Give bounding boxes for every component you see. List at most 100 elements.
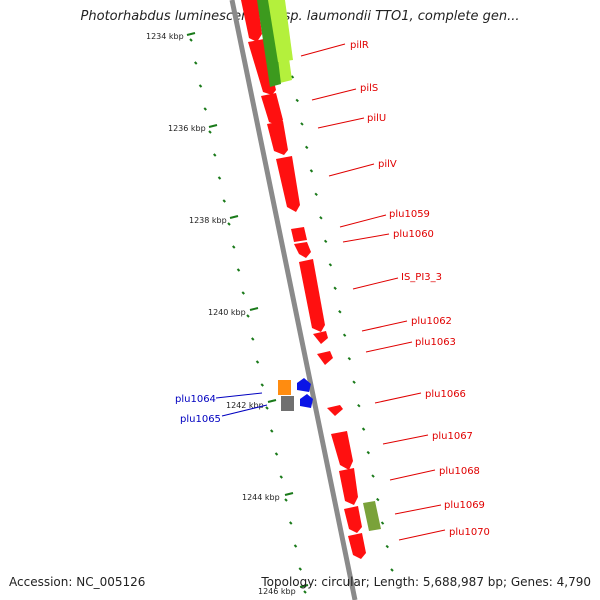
label-plu1066[interactable]: plu1066 (425, 389, 466, 400)
gene-plu1070a-arrow[interactable] (344, 506, 362, 533)
scale-dot (385, 544, 389, 549)
scale-dot (319, 216, 323, 220)
gene-plu1068-arrow[interactable] (339, 468, 358, 505)
leader-plu1067 (382, 434, 429, 445)
scale-dot (222, 199, 226, 203)
scale-label-1240: 1240 kbp (208, 308, 246, 317)
gene-green-light-b[interactable] (268, 0, 293, 62)
scale-dot (352, 380, 356, 384)
scale-dot (255, 360, 260, 364)
gene-pilS-arrow[interactable] (248, 39, 276, 95)
gene-green-dark-a[interactable] (257, 0, 281, 87)
gene-labels-right: pilR pilS pilU pilV plu1059 plu1060 IS_P… (300, 40, 490, 541)
label-plu1062[interactable]: plu1062 (411, 316, 452, 327)
label-plu1069[interactable]: plu1069 (444, 500, 485, 511)
gene-pilV-arrow[interactable] (267, 121, 288, 155)
label-pilR[interactable]: pilR (350, 40, 369, 51)
scale-labels: 1234 kbp 1236 kbp 1238 kbp 1240 kbp 1242… (146, 32, 309, 596)
scale-dot (217, 176, 222, 180)
label-IS_PI3_3[interactable]: IS_PI3_3 (401, 272, 442, 283)
gene-plu1060a-arrow[interactable] (291, 227, 307, 242)
scale-dot (376, 497, 380, 502)
scale-label-1236: 1236 kbp (168, 124, 206, 133)
scale-label-1238: 1238 kbp (189, 216, 227, 225)
scale-dot (198, 84, 203, 88)
leader-plu1059 (339, 214, 387, 228)
gene-plu1060b-arrow[interactable] (294, 242, 311, 258)
label-plu1068[interactable]: plu1068 (439, 466, 480, 477)
scale-dot (251, 337, 255, 341)
gene-features (241, 0, 381, 559)
leader-plu1062 (361, 320, 408, 332)
gene-plu1066-arrow[interactable] (327, 405, 343, 416)
scale-ticks-inner (189, 38, 307, 594)
scale-dot (347, 356, 352, 361)
scale-dot (246, 314, 250, 318)
gene-blue-a-arrow[interactable] (297, 378, 311, 392)
scale-dot (300, 122, 304, 126)
gene-plu1069-block[interactable] (363, 501, 381, 531)
genome-backbone (229, 0, 358, 600)
leader-plu1069 (394, 504, 442, 515)
gene-labels-left: plu1064 plu1065 (175, 392, 268, 425)
gene-plu1065-block[interactable] (281, 396, 294, 411)
scale-dot (357, 403, 361, 408)
accession-text: Accession: NC_005126 (9, 575, 146, 589)
leader-pilV (328, 163, 375, 177)
scale-tick-1244 (284, 492, 294, 496)
label-plu1065[interactable]: plu1065 (180, 414, 221, 425)
scale-dot (284, 498, 288, 502)
scale-dot (279, 475, 283, 479)
gene-IS_PI3_3-arrow[interactable] (299, 259, 325, 332)
gene-pilU-arrow[interactable] (261, 93, 283, 126)
gene-plu1062-arrow[interactable] (313, 331, 328, 344)
scale-dot (270, 429, 274, 433)
label-plu1067[interactable]: plu1067 (432, 431, 473, 442)
scale-ticks-outer (281, 28, 394, 572)
scale-label-1242: 1242 kbp (226, 401, 264, 410)
gene-blue-b-arrow[interactable] (300, 394, 313, 408)
leader-plu1068 (389, 469, 436, 481)
scale-dot (342, 333, 347, 337)
leader-pilS (311, 88, 357, 101)
scale-dot (333, 286, 337, 290)
scale-tick-1236 (208, 124, 218, 128)
gene-plu1063-arrow[interactable] (317, 351, 333, 365)
scale-dot (260, 383, 264, 387)
label-pilV[interactable]: pilV (378, 159, 397, 170)
leader-plu1063 (365, 341, 413, 353)
leader-plu1070 (398, 529, 446, 541)
gene-plu1067-arrow[interactable] (331, 431, 353, 470)
scale-dot (236, 268, 241, 272)
label-plu1070[interactable]: plu1070 (449, 527, 490, 538)
scale-dot (309, 169, 314, 173)
label-plu1060[interactable]: plu1060 (393, 229, 434, 240)
gene-plu1059-arrow[interactable] (276, 156, 300, 212)
leader-pilU (317, 117, 365, 129)
label-pilS[interactable]: pilS (360, 83, 378, 94)
scale-dot (366, 450, 371, 455)
gene-plu1064-block[interactable] (278, 380, 291, 395)
scale-label-1234: 1234 kbp (146, 32, 184, 41)
label-pilU[interactable]: pilU (367, 113, 386, 124)
scale-dot (203, 107, 207, 111)
gene-plu1070b-arrow[interactable] (348, 533, 366, 559)
scale-dot (293, 544, 298, 548)
label-plu1059[interactable]: plu1059 (389, 209, 430, 220)
scale-dot (227, 222, 231, 226)
scale-dot (265, 406, 269, 410)
label-plu1064[interactable]: plu1064 (175, 394, 216, 405)
scale-dot (290, 75, 295, 79)
scale-dot (208, 130, 212, 134)
leader-IS_PI3_3 (352, 277, 399, 290)
leader-plu1066 (374, 392, 422, 404)
scale-dot (361, 427, 366, 431)
label-plu1063[interactable]: plu1063 (415, 337, 456, 348)
map-title: Photorhabdus luminescens subsp. laumondi… (80, 9, 520, 24)
gene-pilR-arrow[interactable] (241, 0, 262, 42)
scale-dot (289, 521, 293, 525)
scale-dot (380, 521, 385, 525)
scale-dot (241, 291, 245, 295)
scale-tick-1234 (186, 32, 196, 36)
